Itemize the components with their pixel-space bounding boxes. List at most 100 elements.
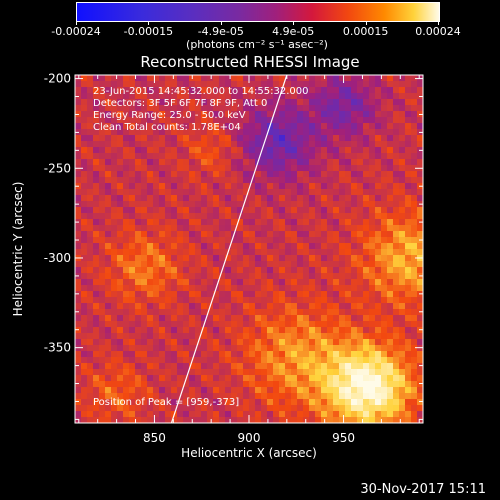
heatmap-cell bbox=[249, 369, 256, 376]
heatmap-cell bbox=[231, 159, 238, 166]
heatmap-cell bbox=[399, 183, 406, 190]
heatmap-cell bbox=[339, 237, 346, 244]
heatmap-cell bbox=[369, 369, 376, 376]
heatmap-cell bbox=[147, 381, 154, 388]
heatmap-cell bbox=[411, 411, 418, 418]
heatmap-cell bbox=[231, 195, 238, 202]
heatmap-cell bbox=[369, 309, 376, 316]
heatmap-cell bbox=[243, 147, 250, 154]
heatmap-cell bbox=[393, 213, 400, 220]
heatmap-cell bbox=[117, 153, 124, 160]
heatmap-cell bbox=[267, 399, 274, 406]
heatmap-cell bbox=[309, 411, 316, 418]
heatmap-cell bbox=[165, 345, 172, 352]
heatmap-cell bbox=[333, 135, 340, 142]
heatmap-cell bbox=[147, 417, 154, 424]
heatmap-cell bbox=[333, 189, 340, 196]
heatmap-cell bbox=[381, 237, 388, 244]
heatmap-cell bbox=[213, 75, 220, 82]
heatmap-cell bbox=[399, 111, 406, 118]
heatmap-cell bbox=[327, 231, 334, 238]
heatmap-cell bbox=[141, 327, 148, 334]
heatmap-cell bbox=[171, 141, 178, 148]
heatmap-cell bbox=[411, 129, 418, 136]
heatmap-cell bbox=[171, 135, 178, 142]
heatmap-cell bbox=[405, 357, 412, 364]
heatmap-cell bbox=[363, 387, 370, 394]
heatmap-cell bbox=[99, 219, 106, 226]
heatmap-cell bbox=[105, 243, 112, 250]
heatmap-cell bbox=[159, 303, 166, 310]
heatmap-cell bbox=[345, 153, 352, 160]
heatmap-cell bbox=[207, 135, 214, 142]
heatmap-cell bbox=[327, 399, 334, 406]
heatmap-cell bbox=[195, 147, 202, 154]
heatmap-cell bbox=[207, 351, 214, 358]
heatmap-cell bbox=[153, 399, 160, 406]
heatmap-cell bbox=[411, 315, 418, 322]
heatmap-cell bbox=[321, 315, 328, 322]
heatmap-cell bbox=[111, 189, 118, 196]
heatmap-cell bbox=[237, 93, 244, 100]
heatmap-cell bbox=[195, 99, 202, 106]
heatmap-cell bbox=[171, 339, 178, 346]
heatmap-cell bbox=[147, 111, 154, 118]
heatmap-cell bbox=[351, 81, 358, 88]
heatmap-cell bbox=[369, 261, 376, 268]
heatmap-cell bbox=[417, 285, 424, 292]
heatmap-cell bbox=[105, 279, 112, 286]
heatmap-cell bbox=[213, 333, 220, 340]
heatmap-cell bbox=[333, 81, 340, 88]
heatmap-cell bbox=[171, 81, 178, 88]
heatmap-cell bbox=[291, 81, 298, 88]
heatmap-cell bbox=[393, 99, 400, 106]
heatmap-cell bbox=[147, 177, 154, 184]
heatmap-cell bbox=[165, 153, 172, 160]
heatmap-cell bbox=[105, 297, 112, 304]
heatmap-cell bbox=[333, 339, 340, 346]
heatmap-cell bbox=[99, 105, 106, 112]
heatmap-cell bbox=[237, 405, 244, 412]
heatmap-cell bbox=[357, 381, 364, 388]
heatmap-cell bbox=[99, 333, 106, 340]
heatmap-cell bbox=[165, 303, 172, 310]
heatmap-cell bbox=[351, 315, 358, 322]
heatmap-cell bbox=[375, 237, 382, 244]
heatmap-cell bbox=[81, 141, 88, 148]
heatmap-cell bbox=[183, 111, 190, 118]
heatmap-cell bbox=[351, 171, 358, 178]
heatmap-cell bbox=[303, 249, 310, 256]
heatmap-cell bbox=[369, 273, 376, 280]
heatmap-cell bbox=[153, 135, 160, 142]
heatmap-cell bbox=[351, 417, 358, 424]
heatmap-cell bbox=[351, 339, 358, 346]
heatmap-cell bbox=[207, 261, 214, 268]
heatmap-cell bbox=[285, 333, 292, 340]
heatmap-cell bbox=[177, 291, 184, 298]
heatmap-cell bbox=[297, 129, 304, 136]
heatmap-cell bbox=[369, 207, 376, 214]
heatmap-cell bbox=[177, 315, 184, 322]
heatmap-cell bbox=[321, 327, 328, 334]
heatmap-cell bbox=[165, 249, 172, 256]
heatmap-cell bbox=[237, 105, 244, 112]
heatmap-cell bbox=[381, 285, 388, 292]
heatmap-cell bbox=[333, 345, 340, 352]
heatmap-cell bbox=[249, 123, 256, 130]
heatmap-cell bbox=[207, 315, 214, 322]
heatmap-cell bbox=[279, 195, 286, 202]
heatmap-cell bbox=[321, 285, 328, 292]
heatmap-cell bbox=[333, 351, 340, 358]
heatmap-cell bbox=[99, 159, 106, 166]
heatmap-cell bbox=[291, 345, 298, 352]
colorbar-tick-label: 0.00015 bbox=[342, 25, 389, 38]
heatmap-cell bbox=[345, 165, 352, 172]
heatmap-cell bbox=[249, 99, 256, 106]
heatmap-cell bbox=[189, 399, 196, 406]
heatmap-cell bbox=[249, 165, 256, 172]
heatmap-cell bbox=[141, 99, 148, 106]
heatmap-cell bbox=[339, 129, 346, 136]
heatmap-cell bbox=[255, 357, 262, 364]
heatmap-cell bbox=[219, 297, 226, 304]
heatmap-cell bbox=[129, 207, 136, 214]
